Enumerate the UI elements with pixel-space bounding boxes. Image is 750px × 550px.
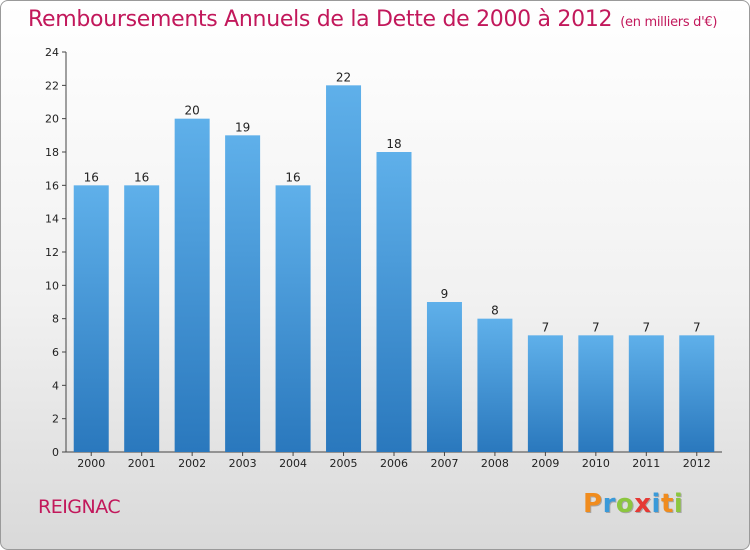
- bar: [73, 185, 109, 453]
- chart-title-text: Remboursements Annuels de la Dette de 20…: [28, 7, 613, 32]
- y-tick-label: 14: [45, 213, 59, 226]
- y-tick-label: 6: [52, 346, 59, 359]
- y-tick-label: 10: [45, 279, 59, 292]
- data-label: 7: [693, 320, 701, 334]
- x-tick-label: 2001: [128, 457, 156, 470]
- bar: [225, 135, 261, 453]
- x-tick-label: 2000: [77, 457, 105, 470]
- x-tick-label: 2007: [430, 457, 458, 470]
- data-label: 7: [542, 320, 550, 334]
- x-tick-label: 2002: [178, 457, 206, 470]
- x-tick-label: 2008: [481, 457, 509, 470]
- data-label: 9: [441, 287, 449, 301]
- bar: [275, 185, 311, 453]
- y-tick-label: 2: [52, 413, 59, 426]
- bar: [174, 118, 210, 453]
- x-tick-label: 2012: [683, 457, 711, 470]
- y-tick-label: 20: [45, 113, 59, 126]
- data-label: 22: [336, 70, 351, 84]
- bar: [426, 302, 462, 452]
- logo-letter: i: [651, 489, 661, 519]
- y-tick-label: 16: [45, 179, 59, 192]
- x-tick-label: 2004: [279, 457, 307, 470]
- x-tick-label: 2003: [229, 457, 257, 470]
- y-tick-label: 18: [45, 146, 59, 159]
- y-tick-label: 4: [52, 379, 59, 392]
- proxiti-logo: Proxiti: [583, 489, 683, 519]
- logo-letter: i: [673, 489, 684, 519]
- chart-subtitle: (en milliers d'€): [620, 15, 718, 30]
- y-tick-label: 0: [52, 446, 59, 459]
- data-label: 16: [285, 170, 300, 184]
- data-label: 19: [235, 120, 250, 134]
- x-tick-label: 2005: [330, 457, 358, 470]
- data-label: 20: [185, 104, 200, 118]
- x-tick-label: 2011: [632, 457, 660, 470]
- bar: [578, 335, 614, 452]
- data-label: 7: [642, 320, 650, 334]
- y-tick-label: 12: [45, 246, 59, 259]
- data-label: 16: [134, 170, 149, 184]
- x-tick-label: 2010: [582, 457, 610, 470]
- bar: [326, 85, 362, 452]
- logo-letter: t: [660, 489, 674, 519]
- data-label: 8: [491, 304, 499, 318]
- x-tick-label: 2006: [380, 457, 408, 470]
- data-label: 7: [592, 320, 600, 334]
- logo-letter: x: [634, 489, 652, 519]
- y-tick-label: 8: [52, 313, 59, 326]
- logo-letter: o: [615, 489, 635, 519]
- bar: [679, 335, 715, 452]
- data-label: 18: [386, 137, 401, 151]
- bar: [477, 318, 513, 452]
- chart-title: Remboursements Annuels de la Dette de 20…: [28, 7, 717, 32]
- bar: [376, 152, 412, 452]
- bar: [527, 335, 563, 452]
- town-name: REIGNAC: [38, 496, 121, 518]
- x-tick-label: 2009: [531, 457, 559, 470]
- y-tick-label: 24: [45, 46, 59, 59]
- bar: [124, 185, 160, 453]
- logo-letter: P: [583, 489, 603, 519]
- bar: [628, 335, 664, 452]
- y-tick-label: 22: [45, 79, 59, 92]
- data-label: 16: [84, 170, 99, 184]
- logo-letter: r: [602, 489, 616, 519]
